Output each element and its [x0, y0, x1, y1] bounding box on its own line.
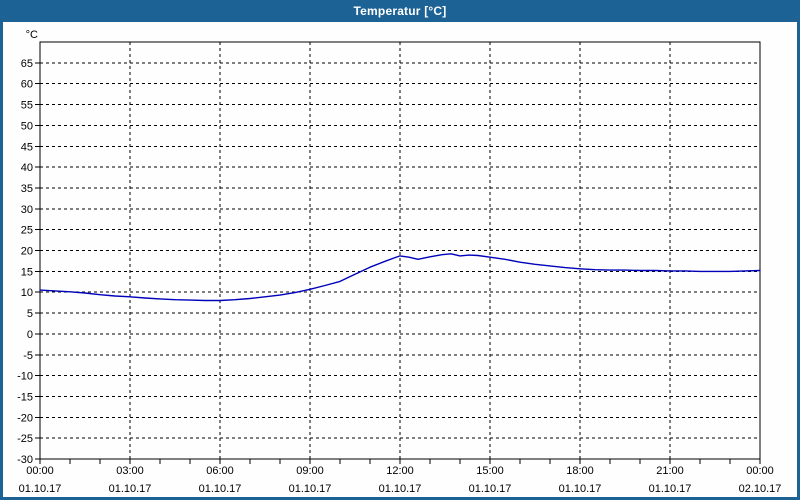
y-tick-label: -30 [17, 454, 33, 466]
y-tick-label: -25 [17, 433, 33, 445]
y-tick-label: 20 [21, 246, 33, 258]
y-tick-label: -10 [17, 371, 33, 383]
x-tick-time-label: 06:00 [206, 465, 234, 477]
y-tick-label: 65 [21, 58, 33, 70]
x-tick-time-label: 00:00 [26, 465, 54, 477]
window-titlebar[interactable]: Temperatur [°C] [0, 0, 800, 22]
y-tick-label: 5 [27, 308, 33, 320]
x-tick-time-label: 18:00 [566, 465, 594, 477]
x-tick-date-label: 01.10.17 [469, 483, 512, 495]
temperature-series-line [39, 253, 761, 302]
y-tick-label: 15 [21, 266, 33, 278]
y-tick-label: -15 [17, 391, 33, 403]
temperature-chart: 65605550454035302520151050-5-10-15-20-25… [17, 29, 782, 495]
y-tick-label: 0 [27, 329, 33, 341]
chart-area: 65 60 55 50 45 40 35 30 25 20 15 10 5 0 -5 -10 -15 -20 -25… [3, 22, 797, 497]
x-tick-date-label: 01.10.17 [289, 483, 332, 495]
x-tick-date-label: 01.10.17 [19, 483, 62, 495]
y-tick-label: -5 [23, 350, 33, 362]
x-tick-time-label: 12:00 [386, 465, 414, 477]
y-tick-label: 45 [21, 141, 33, 153]
y-tick-label: 60 [21, 79, 33, 91]
y-tick-label: 40 [21, 162, 33, 174]
y-tick-label: 50 [21, 120, 33, 132]
x-tick-time-label: 09:00 [296, 465, 324, 477]
window-title: Temperatur [°C] [353, 4, 447, 18]
x-tick-time-label: 00:00 [746, 465, 774, 477]
y-tick-label: 10 [21, 287, 33, 299]
x-tick-time-label: 15:00 [476, 465, 504, 477]
x-tick-date-label: 01.10.17 [649, 483, 692, 495]
x-tick-time-label: 21:00 [656, 465, 684, 477]
y-tick-label: 35 [21, 183, 33, 195]
y-tick-label: 25 [21, 225, 33, 237]
x-tick-date-label: 01.10.17 [379, 483, 422, 495]
x-tick-date-label: 01.10.17 [559, 483, 602, 495]
x-tick-date-label: 01.10.17 [109, 483, 152, 495]
y-tick-label: 30 [21, 204, 33, 216]
y-tick-label: 55 [21, 100, 33, 112]
unit-label: °C [26, 29, 38, 41]
x-tick-date-label: 02.10.17 [739, 483, 782, 495]
x-tick-time-label: 03:00 [116, 465, 144, 477]
y-tick-label: -20 [17, 412, 33, 424]
x-tick-date-label: 01.10.17 [199, 483, 242, 495]
